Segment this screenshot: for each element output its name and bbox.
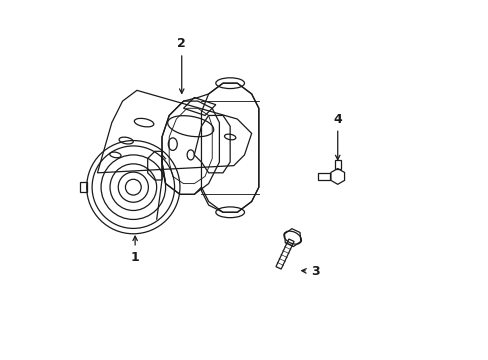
- Bar: [318, 173, 329, 180]
- Bar: [334, 161, 340, 168]
- Text: 4: 4: [333, 113, 342, 160]
- Text: 3: 3: [301, 265, 319, 278]
- Text: 1: 1: [130, 236, 139, 264]
- Text: 2: 2: [177, 37, 186, 93]
- Bar: [80, 182, 86, 192]
